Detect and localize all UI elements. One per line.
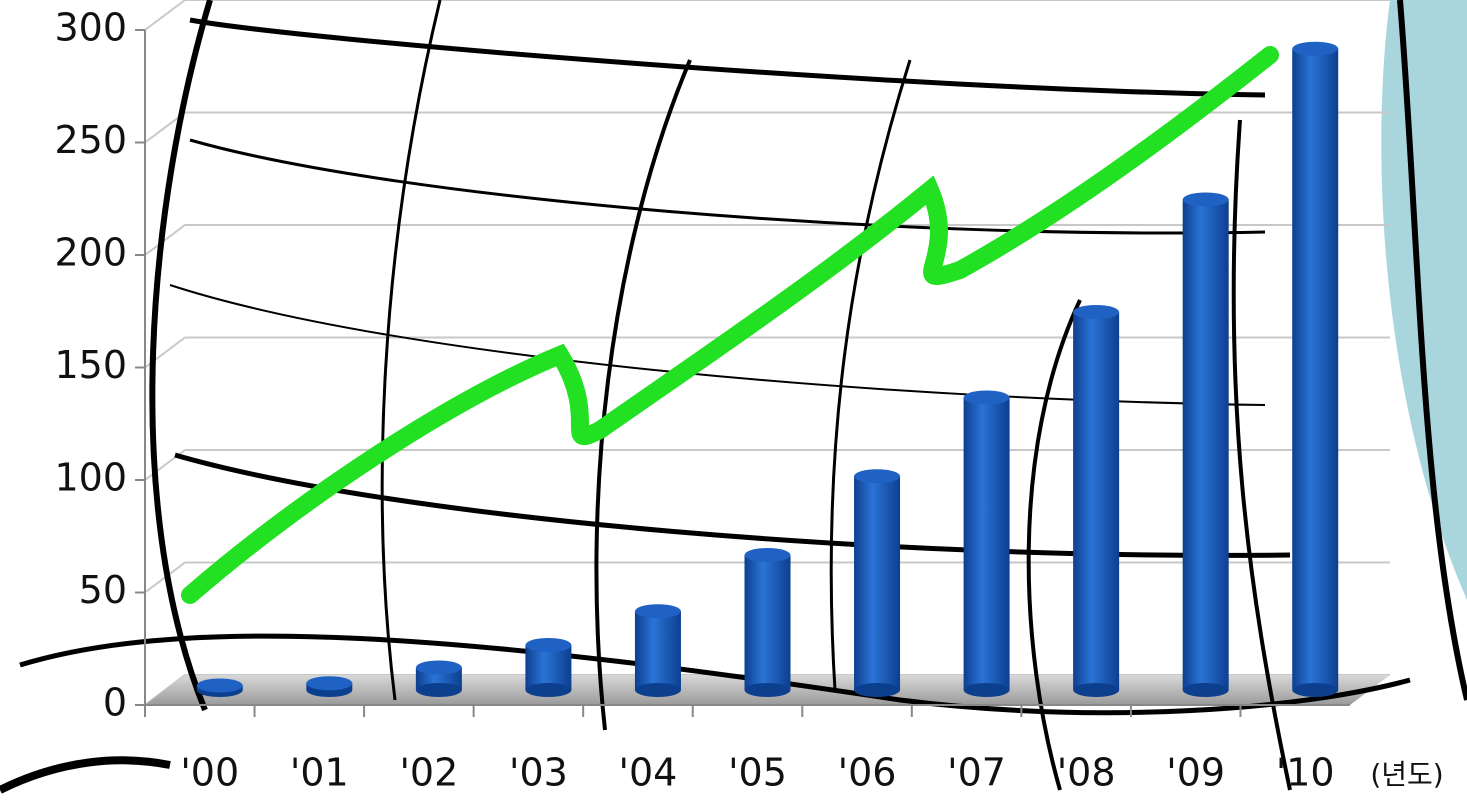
x-tick-label: '04 [619,751,678,795]
trend-decoration [181,46,1279,604]
bar [744,555,791,690]
bar-cap [744,548,791,562]
bar [1292,48,1339,690]
bar-base [1182,683,1229,697]
bar-cap [196,678,243,693]
y-tick-label: 250 [54,118,127,162]
x-tick-label: '09 [1166,751,1225,795]
x-tick-label: '01 [290,751,349,795]
y-tick-label: 100 [54,456,127,500]
bar [963,397,1010,690]
bar-cap [854,469,901,484]
x-tick-label: '00 [180,751,239,795]
y-tick-label: 50 [79,568,127,612]
bar [525,645,572,690]
y-tick-label: 150 [54,343,127,387]
x-axis-unit: (년도) [1370,758,1443,791]
bar-cap [963,390,1010,405]
bar-base [744,683,791,697]
bar-base [525,683,572,697]
bar-cap [415,660,462,675]
bar-cap [1182,192,1229,207]
bar [1182,199,1229,690]
bar-cap [306,676,353,691]
x-tick-label: '07 [947,751,1006,795]
y-tick-label: 300 [54,6,127,50]
x-tick-label: '03 [509,751,568,795]
x-tick-label: '06 [838,751,897,795]
x-tick-label: '02 [399,751,458,795]
grid-line [144,111,1390,144]
bar-cap [634,604,681,619]
bar-base [415,683,462,697]
y-tick-label: 200 [54,231,127,275]
bar-base [634,683,681,697]
bar-cap [1073,305,1120,319]
bar-base [854,683,901,697]
bar-cap [1292,41,1339,56]
decor-panel [1381,0,1467,600]
grid-line [144,0,1390,31]
y-tick-label: 0 [103,681,127,725]
bar-base [1292,683,1339,697]
bar [1073,312,1120,690]
bar-base [1073,683,1120,697]
x-tick-label: '08 [1057,751,1116,795]
grid-line [144,336,1390,369]
bar-cap [525,638,572,652]
bar-base [963,683,1010,697]
bar [854,476,901,690]
x-tick-label: '10 [1276,751,1335,795]
x-tick-label: '05 [728,751,787,795]
bar [634,611,681,690]
